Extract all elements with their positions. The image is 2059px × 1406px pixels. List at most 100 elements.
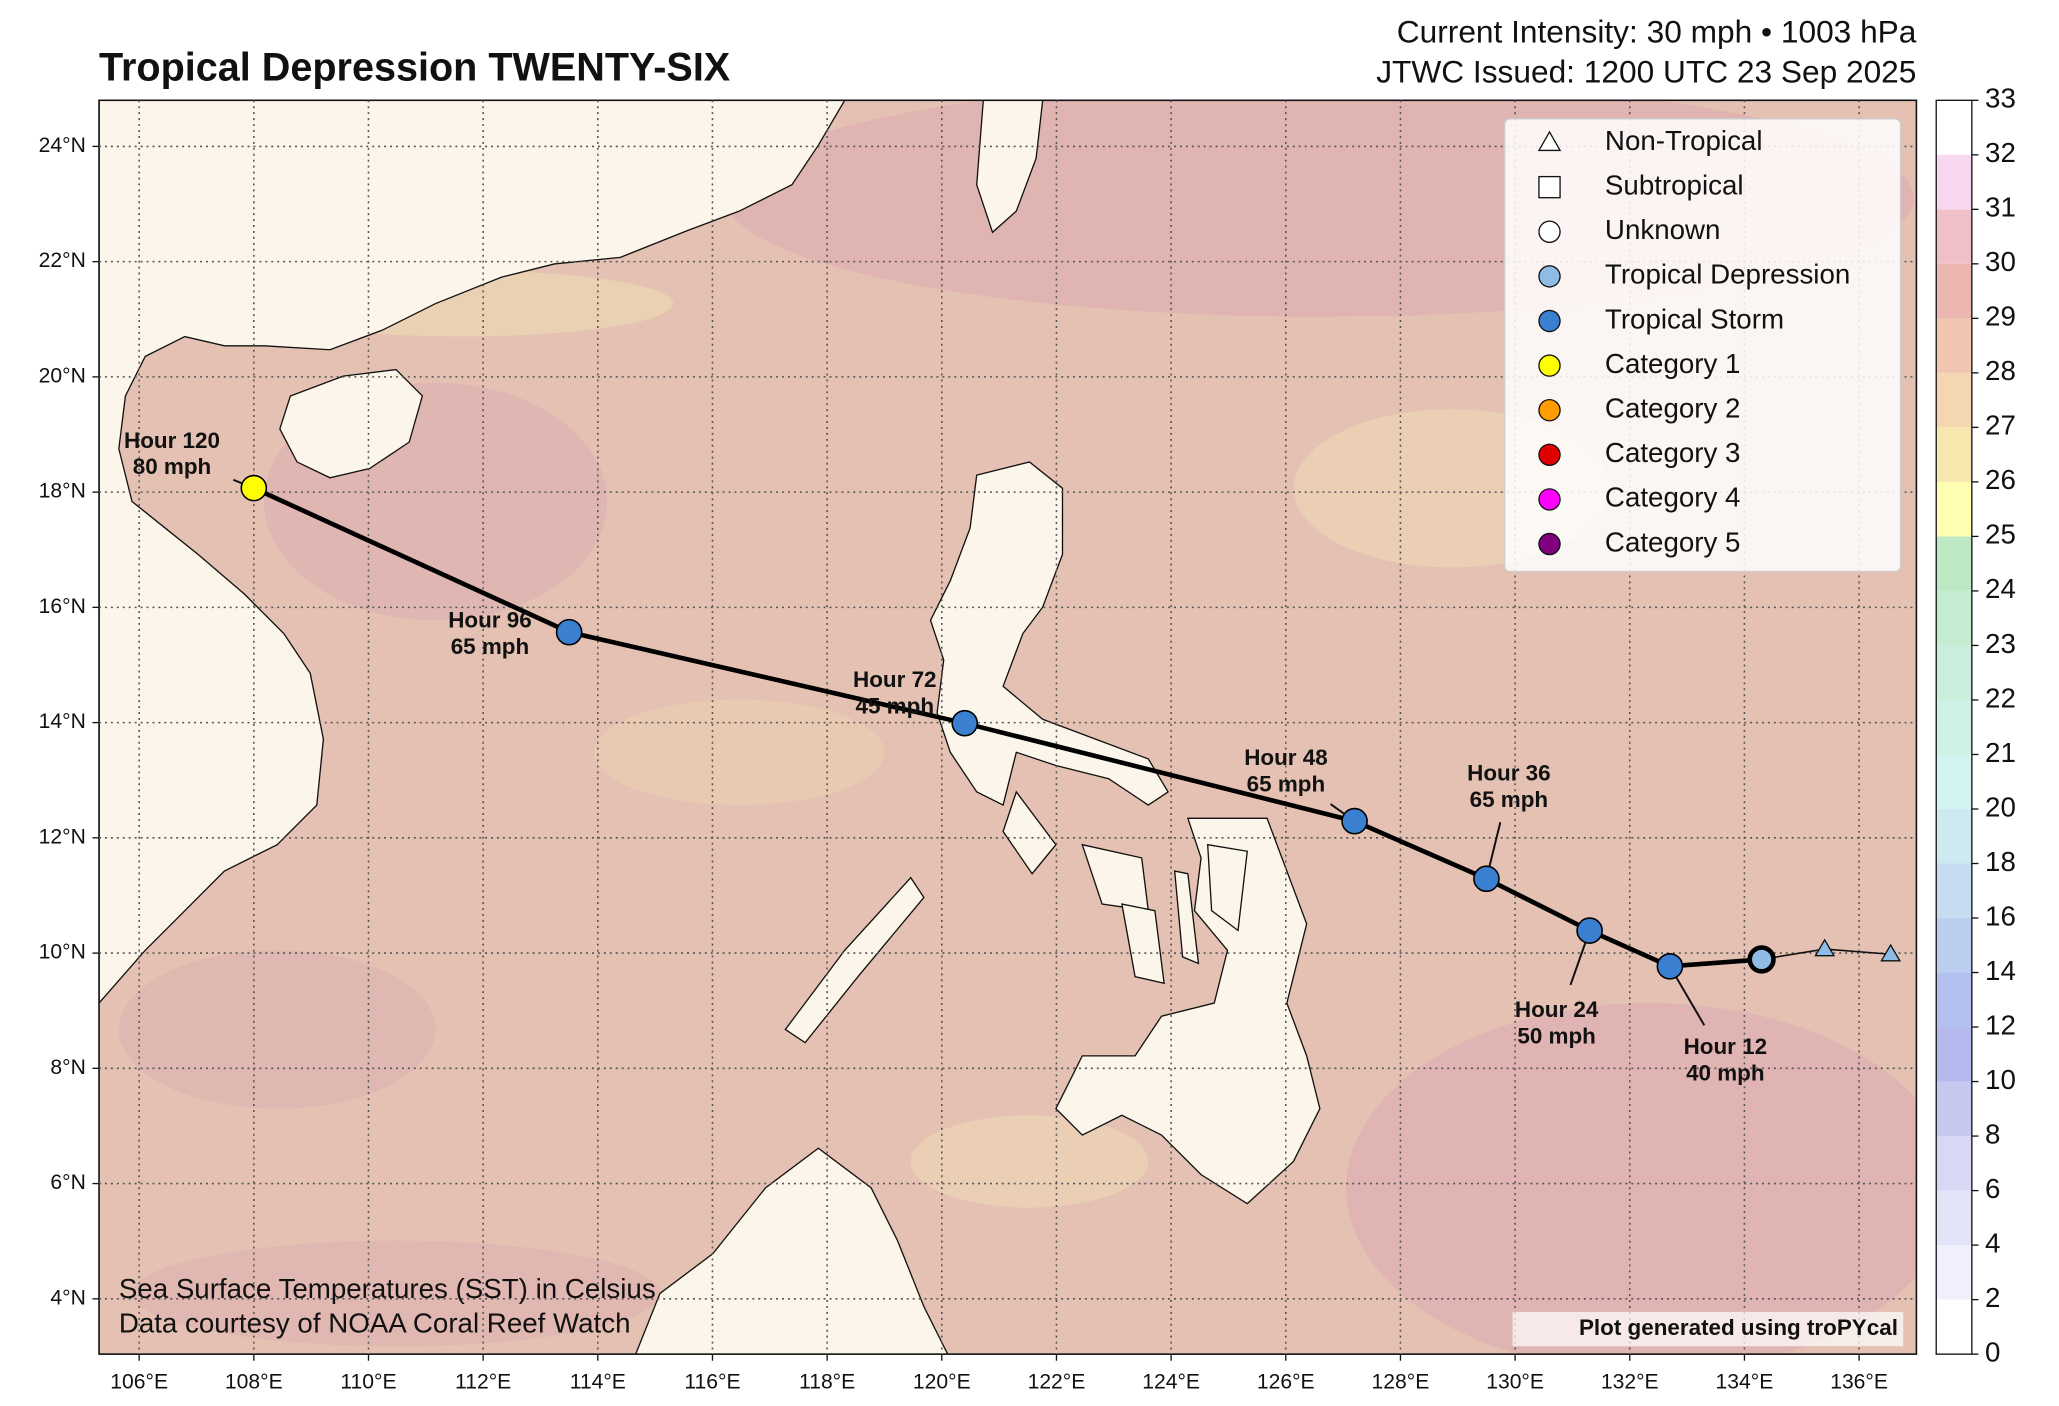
annotation: Data courtesy of NOAA Coral Reef Watch: [119, 1307, 631, 1338]
colorbar-segment: [1936, 1081, 1972, 1137]
legend-marker: [1538, 309, 1561, 333]
colorbar-segment: [1936, 481, 1972, 537]
chart-title: Tropical Depression TWENTY-SIX: [99, 45, 731, 89]
legend-label: Unknown: [1605, 214, 1721, 245]
point-label: 50 mph: [1517, 1023, 1596, 1048]
land: [634, 1147, 949, 1355]
legend-label: Category 5: [1605, 526, 1741, 557]
forecast-point: [1576, 917, 1603, 944]
forecast-point: [1341, 807, 1368, 835]
legend-marker: [1538, 398, 1561, 422]
y-tick-label: 6°N: [50, 1171, 85, 1194]
colorbar-tick-label: 18: [1985, 846, 2016, 877]
forecast-point: [555, 618, 583, 646]
colorbar-tick-label: 21: [1985, 737, 2016, 768]
subtitle: JTWC Issued: 1200 UTC 23 Sep 2025: [1376, 53, 1916, 89]
colorbar-tick-label: 32: [1985, 137, 2016, 168]
point-label: Hour 24: [1515, 997, 1599, 1022]
past-track: [1824, 948, 1891, 956]
map-frame: [98, 99, 1918, 1355]
subtitle: Current Intensity: 30 mph • 1003 hPa: [1397, 14, 1917, 50]
colorbar-tick-label: 20: [1985, 791, 2016, 822]
x-tick-label: 108°E: [225, 1371, 283, 1394]
legend-label: Category 4: [1605, 482, 1741, 513]
legend-label: Category 3: [1605, 437, 1741, 468]
colorbar-tick-label: 30: [1985, 246, 2016, 277]
legend-label: Tropical Depression: [1605, 259, 1850, 290]
colorbar-tick-label: 29: [1985, 301, 2016, 332]
y-tick-label: 4°N: [50, 1286, 85, 1309]
colorbar-segment: [1936, 1027, 1972, 1082]
legend-label: Non-Tropical: [1605, 125, 1763, 156]
colorbar-segment: [1936, 754, 1972, 809]
colorbar-segment: [1936, 863, 1972, 919]
x-tick-label: 118°E: [799, 1371, 855, 1394]
y-tick-label: 16°N: [39, 595, 86, 618]
x-tick-label: 126°E: [1257, 1371, 1315, 1394]
colorbar-tick-label: 26: [1985, 464, 2016, 495]
forecast-point: [1473, 865, 1500, 893]
x-tick-label: 120°E: [913, 1371, 971, 1394]
colorbar-tick-label: 24: [1985, 573, 2016, 604]
colorbar-tick-label: 14: [1985, 955, 2016, 986]
point-label: Hour 36: [1467, 760, 1550, 785]
x-tick-label: 116°E: [684, 1371, 740, 1394]
x-tick-label: 136°E: [1830, 1371, 1888, 1394]
colorbar-tick-label: 10: [1985, 1064, 2016, 1095]
x-tick-label: 122°E: [1028, 1371, 1086, 1394]
x-tick-label: 112°E: [455, 1371, 511, 1394]
colorbar-tick-label: 0: [1985, 1336, 2000, 1367]
point-label: Hour 72: [853, 667, 936, 692]
x-tick-label: 114°E: [570, 1371, 626, 1394]
x-tick-label: 124°E: [1142, 1371, 1200, 1394]
colorbar-segment: [1936, 645, 1972, 700]
colorbar-tick-label: 16: [1985, 900, 2016, 931]
point-label: 65 mph: [1247, 771, 1326, 796]
point-label: 40 mph: [1686, 1060, 1765, 1085]
colorbar-segment: [1936, 1136, 1972, 1191]
colorbar-segment: [1936, 918, 1972, 973]
y-tick-label: 12°N: [39, 825, 86, 848]
legend-marker: [1538, 354, 1561, 377]
legend-marker: [1537, 130, 1562, 152]
colorbar-segment: [1936, 1190, 1972, 1246]
y-tick-label: 20°N: [39, 364, 86, 387]
x-tick-label: 134°E: [1716, 1371, 1774, 1394]
colorbar-tick-label: 23: [1985, 628, 2016, 659]
colorbar-frame: [1935, 99, 1973, 1355]
colorbar-segment: [1936, 372, 1972, 428]
point-label: Hour 120: [124, 428, 220, 453]
colorbar-tick-label: 25: [1985, 519, 2016, 550]
legend: Non-Tropical Subtropical Unknown Tropical D…: [1537, 125, 1850, 557]
colorbar-tick-label: 8: [1985, 1118, 2000, 1149]
grid: 106°E 108°E 110°E 112°E 114°E 116°E 118°E 120°E…: [39, 100, 1917, 1394]
legend-marker: [1538, 175, 1561, 199]
legend-marker: [1538, 532, 1561, 556]
point-label: Hour 96: [448, 608, 531, 633]
land: [1206, 843, 1248, 932]
land: [1002, 790, 1057, 875]
credit-box: [1512, 1311, 1904, 1347]
forecast-track: [252, 485, 1762, 969]
point-label: 45 mph: [856, 693, 935, 718]
colorbar-tick-label: 2: [1985, 1282, 2000, 1313]
legend-label: Category 2: [1605, 393, 1741, 424]
colorbar-tick-label: 28: [1985, 355, 2016, 386]
y-tick-label: 22°N: [39, 249, 86, 272]
legend-marker: [1538, 265, 1561, 288]
legend-marker: [1538, 220, 1561, 243]
forecast-point: [1656, 953, 1684, 980]
colorbar-tick-label: 12: [1985, 1009, 2016, 1040]
legend-marker: [1538, 488, 1561, 511]
land: [784, 876, 925, 1044]
forecast-point: [240, 474, 268, 502]
past-point: [1880, 943, 1902, 962]
y-tick-label: 24°N: [39, 134, 86, 157]
x-tick-label: 132°E: [1601, 1371, 1659, 1394]
land: [976, 100, 1044, 234]
credit: Plot generated using troPYcal: [1579, 1315, 1898, 1340]
past-point: [1814, 938, 1836, 957]
